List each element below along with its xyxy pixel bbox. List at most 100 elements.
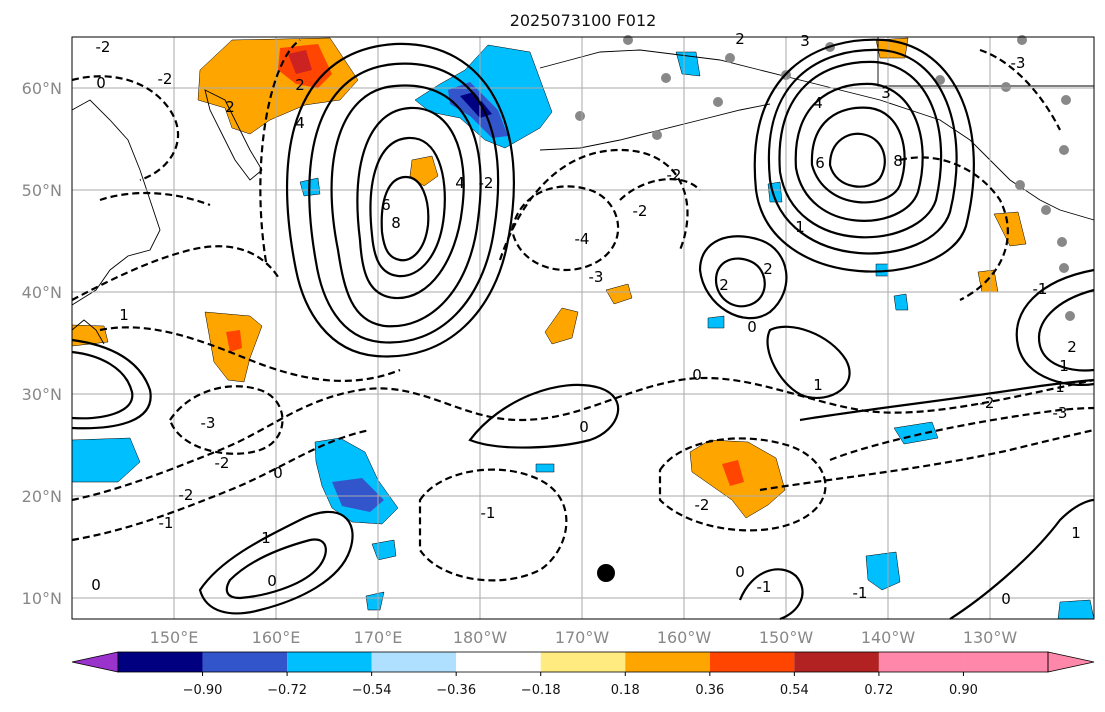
contour-label: -1: [853, 584, 868, 602]
contour-solid: [810, 106, 906, 204]
contour-label: 6: [815, 154, 825, 172]
gridlines: [72, 37, 1094, 619]
lon-tick-label: 170°W: [555, 628, 610, 647]
contour-label: -2: [158, 70, 173, 88]
colorbar-tick-label: 0.18: [611, 683, 640, 698]
colorbar-extend-low: [71, 651, 119, 673]
contour-solid: [799, 378, 1095, 422]
lon-tick-label: 130°W: [963, 628, 1018, 647]
colorbar-tick-label: −0.18: [521, 683, 561, 698]
shade-skyblue-patch: [1057, 599, 1095, 620]
lat-tick-label: 40°N: [22, 283, 62, 302]
colorbar-extend-high: [1047, 651, 1095, 673]
colorbar-tick-label: 0.90: [949, 683, 978, 698]
station-dot: [725, 53, 735, 63]
colorbar-box: [625, 652, 710, 672]
contour-label: 3: [800, 32, 810, 50]
contour-label: 0: [1001, 590, 1011, 608]
colorbar-box: [540, 652, 626, 672]
contour-solid: [330, 84, 482, 328]
contour-solid: [766, 325, 851, 399]
coastline-aleutians: [539, 103, 771, 151]
colorbar-box: [371, 652, 457, 672]
contour-dashed: [168, 385, 284, 455]
contour-label: 0: [96, 74, 106, 92]
contour-label: 2: [763, 260, 773, 278]
contour-label: 2: [735, 30, 745, 48]
longitude-labels: 150°E 160°E 170°E 180°W 170°W 160°W 150°W 140°W…: [150, 628, 1018, 647]
coastline-layer: [71, 37, 1095, 345]
shade-orange-patch: [605, 283, 633, 305]
coastline-alaska: [539, 49, 1095, 221]
contour-solid: [714, 257, 766, 308]
contour-dashed: [899, 156, 1009, 301]
colorbar-box: [202, 652, 288, 672]
station-dot: [713, 97, 723, 107]
lon-tick-label: 150°E: [150, 628, 199, 647]
colorbar-tick-label: 0.36: [695, 683, 724, 698]
contour-solid: [369, 136, 446, 278]
shade-orange-patch: [409, 155, 439, 187]
colorbar-box: [794, 652, 879, 672]
contour-solid: [738, 568, 804, 621]
contour-label: 1: [119, 306, 129, 324]
contour-label: -3: [201, 414, 216, 432]
contour-label: 0: [735, 563, 745, 581]
contour-label: -2: [667, 166, 682, 184]
contour-label: 0: [747, 318, 757, 336]
lat-tick-label: 60°N: [22, 79, 62, 98]
contour-solid: [949, 498, 1095, 620]
contour-solid: [308, 62, 500, 344]
contour-solid: [225, 538, 327, 600]
contour-dashed: [71, 75, 180, 182]
station-dot: [1015, 180, 1025, 190]
contour-label: 1: [813, 376, 823, 394]
contour-solid: [753, 38, 975, 273]
contour-dashed: [71, 245, 281, 301]
contour-solid: [285, 42, 515, 358]
shade-skyblue-patch: [535, 463, 555, 473]
coastline-kamchatka: [204, 89, 263, 181]
contour-solid: [468, 383, 620, 449]
contour-label: 6: [381, 196, 391, 214]
station-dot: [575, 111, 585, 121]
contour-label: 4: [295, 114, 305, 132]
contour-label: -1: [757, 578, 772, 596]
contour-label: 1: [1059, 357, 1069, 375]
contour-dashed: [498, 148, 689, 261]
contour-solid: [71, 338, 152, 430]
contour-label: 2: [1067, 338, 1077, 356]
contour-label: 1: [1055, 378, 1065, 396]
contour-label: -1: [1033, 280, 1048, 298]
contour-solid: [356, 106, 465, 300]
colorbar-box: [118, 652, 203, 672]
contour-label: 4: [813, 94, 823, 112]
contour-label: 1: [261, 529, 271, 547]
contour-label: -3: [1011, 54, 1026, 72]
colorbar-tick-label: −0.36: [436, 683, 476, 698]
contour-dashed: [829, 406, 1095, 462]
colorbar-tick-label: −0.72: [267, 683, 307, 698]
marker-dot: [597, 564, 615, 582]
lon-tick-label: 160°E: [252, 628, 301, 647]
contour-solid: [828, 132, 886, 188]
lat-tick-label: 20°N: [22, 487, 62, 506]
shade-orange-patch: [993, 211, 1027, 247]
lon-tick-label: 160°W: [657, 628, 712, 647]
contour-solid: [1037, 288, 1095, 372]
station-dot: [1059, 145, 1069, 155]
contour-solid: [794, 82, 924, 222]
shade-orange-patch: [544, 307, 579, 345]
contour-solid: [71, 350, 134, 420]
station-dot: [1001, 82, 1011, 92]
contour-label: 0: [273, 464, 283, 482]
contour-label: -2: [980, 394, 995, 412]
contour-label: -1: [159, 514, 174, 532]
colorbar-tick-label: −0.90: [183, 683, 223, 698]
contour-label: 2: [719, 276, 729, 294]
colorbar-ticks: −0.90 −0.72 −0.54 −0.36 −0.18 0.18 0.36 0.54 0.7…: [183, 672, 978, 698]
station-dot: [652, 130, 662, 140]
